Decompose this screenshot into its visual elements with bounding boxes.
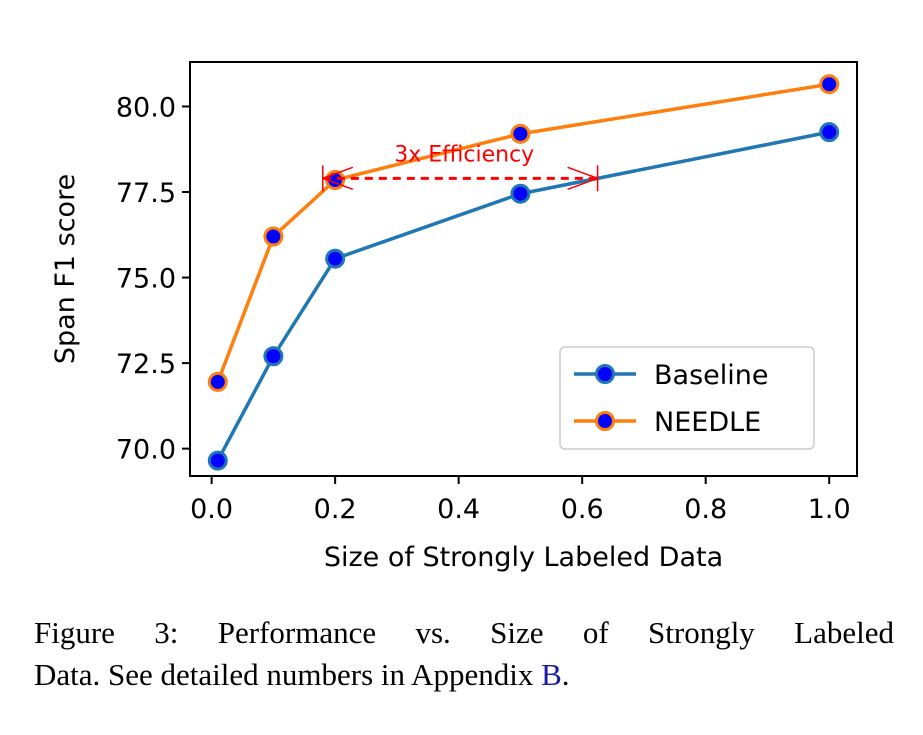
y-tick-label: 77.5 — [116, 178, 176, 209]
figure-caption: Figure 3: Performance vs. Size of Strong… — [34, 612, 894, 696]
data-point-baseline — [819, 122, 840, 143]
x-axis-label: Size of Strongly Labeled Data — [324, 542, 723, 573]
legend: Baseline NEEDLE — [559, 346, 815, 450]
data-point-baseline — [325, 248, 346, 269]
caption-line-2: Data. See detailed numbers in Appendix B… — [34, 654, 894, 696]
efficiency-start-marker — [322, 165, 354, 192]
x-tick-label: 0.8 — [684, 494, 727, 525]
legend-label-baseline: Baseline — [654, 360, 768, 391]
x-tick-label: 0.4 — [437, 494, 480, 525]
marker-wing — [322, 177, 354, 191]
annotation-layer: 3x Efficiency — [322, 142, 599, 192]
x-tick-label: 0.6 — [561, 494, 604, 525]
x-axis-ticks: 0.0 0.2 0.4 0.6 0.8 1.0 — [190, 476, 851, 525]
chart-figure: 3x Efficiency 0.0 0.2 0.4 0.6 0.8 1.0 70.0 72.… — [50, 61, 858, 573]
data-point-needle — [263, 226, 284, 247]
legend-marker-needle — [595, 411, 615, 431]
data-point-baseline — [207, 450, 228, 471]
data-point-baseline — [510, 183, 531, 204]
marker-wing — [567, 177, 598, 191]
legend-marker-baseline — [595, 364, 615, 384]
y-tick-label: 80.0 — [116, 92, 176, 123]
y-axis-label: Span F1 score — [50, 174, 81, 364]
y-tick-label: 72.5 — [116, 349, 176, 380]
caption-line-2-text: Data. See detailed numbers in Appendix — [34, 657, 542, 692]
legend-label-needle: NEEDLE — [654, 407, 761, 438]
plot-frame — [189, 61, 858, 477]
data-point-baseline — [263, 346, 284, 367]
marker-wing — [322, 166, 354, 180]
caption-line-1: Figure 3: Performance vs. Size of Strong… — [34, 615, 894, 650]
x-tick-label: 0.0 — [190, 494, 233, 525]
appendix-link[interactable]: B — [541, 657, 562, 692]
data-point-needle — [207, 371, 228, 392]
efficiency-end-marker — [567, 165, 599, 192]
x-tick-label: 1.0 — [808, 494, 851, 525]
marker-wing — [567, 166, 598, 180]
efficiency-annotation-text: 3x Efficiency — [394, 142, 534, 167]
x-tick-label: 0.2 — [314, 494, 357, 525]
data-point-needle — [510, 123, 531, 144]
y-tick-label: 75.0 — [116, 264, 176, 295]
y-tick-label: 70.0 — [116, 435, 176, 466]
data-point-needle — [819, 74, 840, 95]
y-axis-ticks: 70.0 72.5 75.0 77.5 80.0 — [116, 92, 190, 466]
caption-line-2-end: . — [561, 657, 570, 692]
